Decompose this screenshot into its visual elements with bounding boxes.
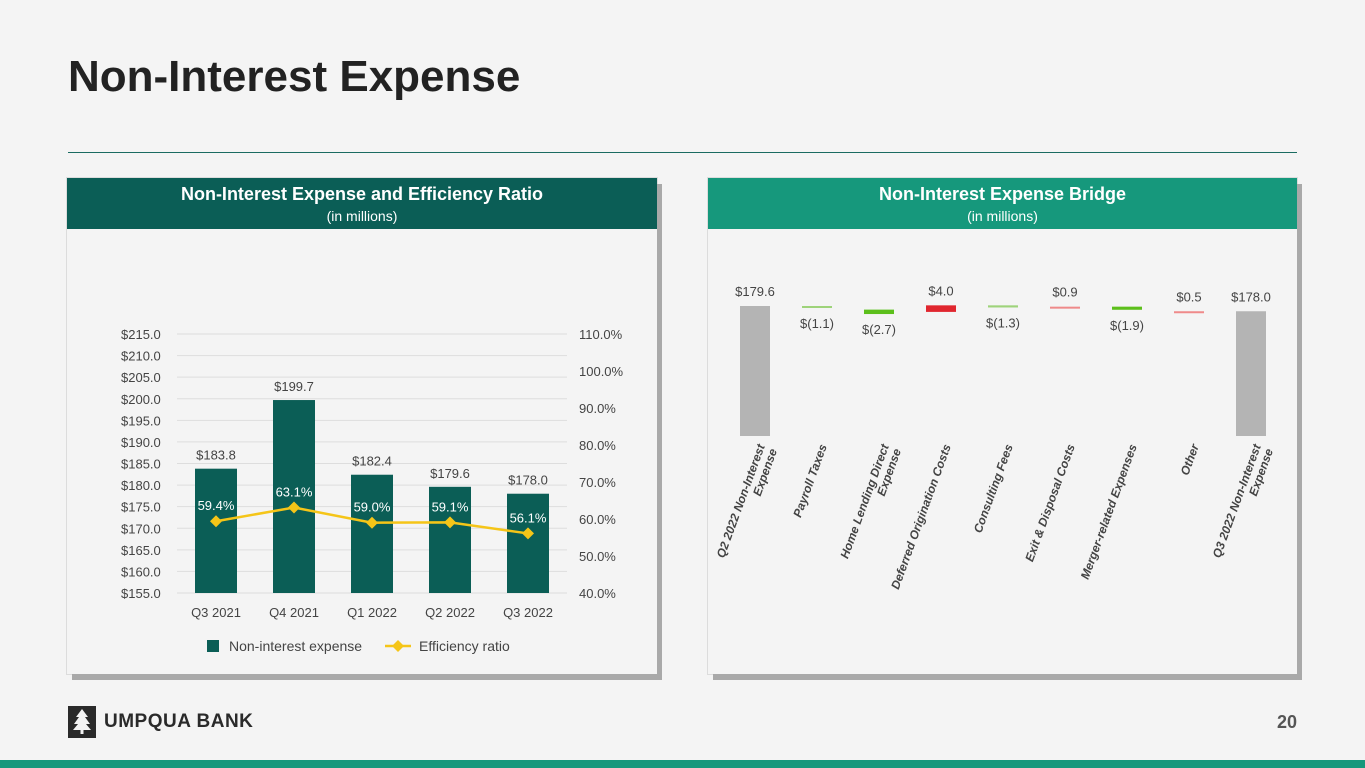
y-axis-tick-label: $155.0	[121, 586, 161, 601]
y-axis-tick-label: $180.0	[121, 478, 161, 493]
page-number: 20	[1276, 712, 1297, 732]
y2-axis-tick-label: 60.0%	[579, 512, 616, 527]
bridge-delta-bar	[864, 309, 894, 315]
x-axis-tick-label: Q2 2022	[425, 605, 475, 620]
expense-efficiency-panel-title: Non-Interest Expense and Efficiency Rati…	[180, 184, 544, 204]
y-axis-tick-label: $195.0	[121, 413, 161, 428]
y-axis-tick-label: $185.0	[121, 457, 161, 472]
efficiency-ratio-label: 56.1%	[510, 510, 547, 525]
legend-marker-efficiency	[392, 640, 404, 652]
y2-axis-tick-label: 40.0%	[579, 586, 616, 601]
bridge-delta-bar	[1112, 306, 1142, 310]
company-logo-text: UMPQUA BANK	[104, 711, 254, 732]
expense-bar	[507, 493, 549, 593]
efficiency-ratio-label: 59.4%	[198, 498, 235, 513]
bridge-delta-bar	[1174, 311, 1204, 314]
legend-label-efficiency: Efficiency ratio	[419, 638, 510, 654]
bridge-category-label: Q3 2022 Non-InterestExpense	[1210, 441, 1277, 564]
bridge-category-label: Q2 2022 Non-InterestExpense	[714, 441, 781, 564]
efficiency-ratio-marker	[366, 516, 378, 529]
y-axis-tick-label: $190.0	[121, 435, 161, 450]
bridge-delta-bar	[802, 306, 832, 308]
x-axis-tick-label: Q4 2021	[269, 605, 319, 620]
bridge-value-label: $(1.3)	[986, 315, 1020, 330]
y-axis-tick-label: $210.0	[121, 349, 161, 364]
bridge-category-label: Exit & Disposal Costs	[1022, 442, 1078, 564]
x-axis-tick-label: Q3 2021	[191, 605, 241, 620]
y-axis-tick-label: $160.0	[121, 564, 161, 579]
expense-efficiency-chart: $155.0 $160.0 $165.0 $170.0 $175.0 $180.0 $185…	[121, 327, 624, 654]
x-axis-tick-label: Q3 2022	[503, 605, 553, 620]
y-axis-tick-label: $165.0	[121, 543, 161, 558]
expense-bar	[195, 468, 237, 593]
expense-bridge-panel-title: Non-Interest Expense Bridge	[878, 184, 1127, 204]
company-logo: UMPQUA BANK	[68, 706, 253, 738]
expense-bar	[351, 474, 393, 593]
expense-bridge-panel-subtitle: (in millions)	[967, 208, 1038, 224]
bridge-total-bar	[740, 306, 770, 436]
tree-logo-icon	[68, 706, 96, 738]
expense-efficiency-panel-header: Non-Interest Expense and Efficiency Rati…	[67, 178, 657, 229]
y2-axis-tick-label: 70.0%	[579, 475, 616, 490]
bridge-value-label: $179.6	[735, 284, 775, 299]
expense-bar	[273, 400, 315, 593]
bridge-category-label: Home Lending DirectExpense	[837, 441, 904, 565]
legend-label-expense: Non-interest expense	[229, 638, 362, 654]
bridge-value-label: $0.9	[1052, 285, 1077, 300]
expense-bridge-chart: $179.6 Q2 2022 Non-InterestExpense $(1.1) P…	[714, 283, 1277, 591]
expense-bar-label: $179.6	[430, 466, 470, 481]
expense-bar	[429, 486, 471, 593]
efficiency-ratio-marker	[288, 501, 300, 514]
chart-legend: Non-interest expense Efficiency ratio	[207, 638, 510, 654]
efficiency-ratio-marker	[522, 527, 534, 540]
bridge-category-label: Payroll Taxes	[790, 442, 830, 519]
legend-swatch-expense	[207, 640, 219, 652]
bridge-value-label: $(2.7)	[862, 322, 896, 337]
x-axis-tick-label: Q1 2022	[347, 605, 397, 620]
bridge-value-label: $(1.9)	[1110, 318, 1144, 333]
bridge-category-label: Consulting Fees	[971, 442, 1016, 535]
expense-bar-label: $178.0	[508, 473, 548, 488]
bridge-value-label: $0.5	[1176, 289, 1201, 304]
bridge-value-label: $4.0	[928, 283, 953, 298]
bridge-value-label: $178.0	[1231, 289, 1271, 304]
y-axis-tick-label: $175.0	[121, 500, 161, 515]
y2-axis-tick-label: 80.0%	[579, 438, 616, 453]
y2-axis-tick-label: 90.0%	[579, 401, 616, 416]
y2-axis-tick-label: 100.0%	[579, 364, 624, 379]
title-divider	[68, 152, 1297, 153]
y2-axis-tick-label: 50.0%	[579, 549, 616, 564]
bridge-category-label: Other	[1178, 441, 1203, 477]
expense-bar-label: $182.4	[352, 454, 392, 469]
bridge-value-label: $(1.1)	[800, 316, 834, 331]
expense-bridge-panel: Non-Interest Expense Bridge (in millions…	[708, 178, 1297, 674]
efficiency-ratio-marker	[210, 515, 222, 528]
bridge-delta-bar	[1050, 306, 1080, 309]
y-axis-tick-label: $170.0	[121, 521, 161, 536]
y-axis-tick-label: $215.0	[121, 327, 161, 342]
expense-bar-label: $199.7	[274, 379, 314, 394]
page-title: Non-Interest Expense	[68, 52, 521, 101]
bridge-total-bar	[1236, 311, 1266, 436]
efficiency-ratio-label: 63.1%	[276, 485, 313, 500]
expense-efficiency-panel-subtitle: (in millions)	[326, 208, 398, 224]
efficiency-ratio-label: 59.0%	[354, 500, 391, 515]
bridge-delta-bar	[988, 305, 1018, 308]
expense-bar-label: $183.8	[196, 448, 236, 463]
y2-axis-tick-label: 110.0%	[579, 327, 623, 342]
y-axis-tick-label: $205.0	[121, 370, 161, 385]
y-axis-tick-label: $200.0	[121, 392, 161, 407]
expense-efficiency-panel: Non-Interest Expense and Efficiency Rati…	[67, 178, 657, 674]
bridge-delta-bar	[926, 305, 956, 312]
expense-bridge-panel-header: Non-Interest Expense Bridge (in millions…	[708, 178, 1297, 229]
bridge-category-label: Merger-related Expenses	[1078, 442, 1140, 581]
bottom-accent-bar	[0, 760, 1365, 768]
efficiency-ratio-marker	[444, 516, 456, 529]
efficiency-ratio-label: 59.1%	[432, 499, 469, 514]
